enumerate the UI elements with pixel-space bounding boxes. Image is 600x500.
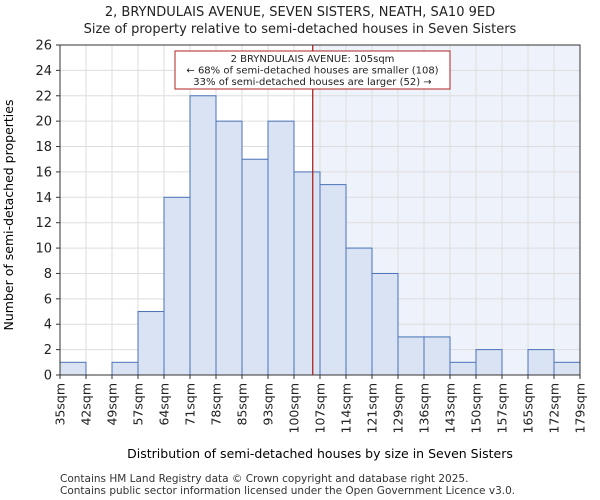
- y-tick-label: 6: [44, 292, 52, 307]
- x-tick-label: 114sqm: [339, 383, 354, 433]
- x-tick-label: 157sqm: [495, 383, 510, 433]
- x-tick-label: 150sqm: [469, 383, 484, 433]
- histogram-bar: [397, 336, 425, 376]
- x-tick-label: 71sqm: [183, 383, 198, 426]
- histogram-bar: [137, 311, 165, 376]
- x-tick-label: 42sqm: [79, 383, 94, 426]
- y-tick-label: 14: [35, 191, 52, 206]
- x-tick-label: 93sqm: [261, 383, 276, 426]
- histogram-bar: [111, 361, 139, 376]
- x-tick-label: 64sqm: [157, 383, 172, 426]
- histogram-bar: [267, 120, 295, 376]
- x-tick-label: 172sqm: [547, 383, 562, 433]
- annotation-line-2: ← 68% of semi-detached houses are smalle…: [186, 66, 438, 77]
- x-tick-label: 165sqm: [521, 383, 536, 433]
- histogram-bar: [475, 349, 503, 376]
- chart-subtitle: Size of property relative to semi-detach…: [83, 22, 517, 37]
- annotation-box: [174, 50, 451, 90]
- annotation-line-3: 33% of semi-detached houses are larger (…: [193, 77, 431, 88]
- footer-copyright: Contains HM Land Registry data © Crown c…: [60, 473, 469, 485]
- x-tick-label: 85sqm: [235, 383, 250, 426]
- x-tick-label: 35sqm: [53, 383, 68, 426]
- histogram-bar: [163, 196, 191, 376]
- histogram-bar: [423, 336, 451, 376]
- y-tick-label: 22: [35, 89, 52, 104]
- x-tick-label: 136sqm: [417, 383, 432, 433]
- x-tick-label: 49sqm: [105, 383, 120, 426]
- histogram-bar: [293, 171, 321, 376]
- histogram-bar: [345, 247, 373, 376]
- y-tick-label: 16: [35, 165, 52, 180]
- x-tick-label: 121sqm: [365, 383, 380, 433]
- y-tick-label: 0: [44, 369, 52, 384]
- histogram-bar: [527, 349, 555, 376]
- x-tick-label: 78sqm: [209, 383, 224, 426]
- x-axis-label: Distribution of semi-detached houses by …: [127, 446, 513, 461]
- histogram-bar: [59, 361, 87, 376]
- x-tick-label: 107sqm: [313, 383, 328, 433]
- y-tick-label: 12: [35, 216, 52, 231]
- chart-title: 2, BRYNDULAIS AVENUE, SEVEN SISTERS, NEA…: [104, 5, 496, 20]
- x-tick-label: 143sqm: [443, 383, 458, 433]
- histogram-bar: [553, 361, 581, 376]
- annotation-line-1: 2 BRYNDULAIS AVENUE: 105sqm: [231, 54, 395, 65]
- y-tick-label: 20: [35, 115, 52, 130]
- x-tick-label: 100sqm: [287, 383, 302, 433]
- y-tick-label: 4: [44, 318, 52, 333]
- y-tick-label: 10: [35, 242, 52, 257]
- histogram-bar: [241, 158, 269, 376]
- histogram-bar: [319, 184, 347, 376]
- x-tick-label: 57sqm: [131, 383, 146, 426]
- x-tick-label: 129sqm: [391, 383, 406, 433]
- y-tick-label: 18: [35, 140, 52, 155]
- y-tick-label: 8: [44, 267, 52, 282]
- x-tick-label: 179sqm: [573, 383, 588, 433]
- footer-licence: Contains public sector information licen…: [60, 485, 516, 497]
- y-tick-label: 26: [35, 39, 52, 54]
- histogram-bar: [371, 272, 399, 376]
- y-tick-label: 2: [44, 343, 52, 358]
- histogram-bar: [449, 361, 477, 376]
- y-tick-label: 24: [35, 64, 52, 79]
- histogram-bar: [189, 95, 217, 376]
- histogram-bar: [215, 120, 243, 376]
- y-axis-label: Number of semi-detached properties: [1, 100, 16, 331]
